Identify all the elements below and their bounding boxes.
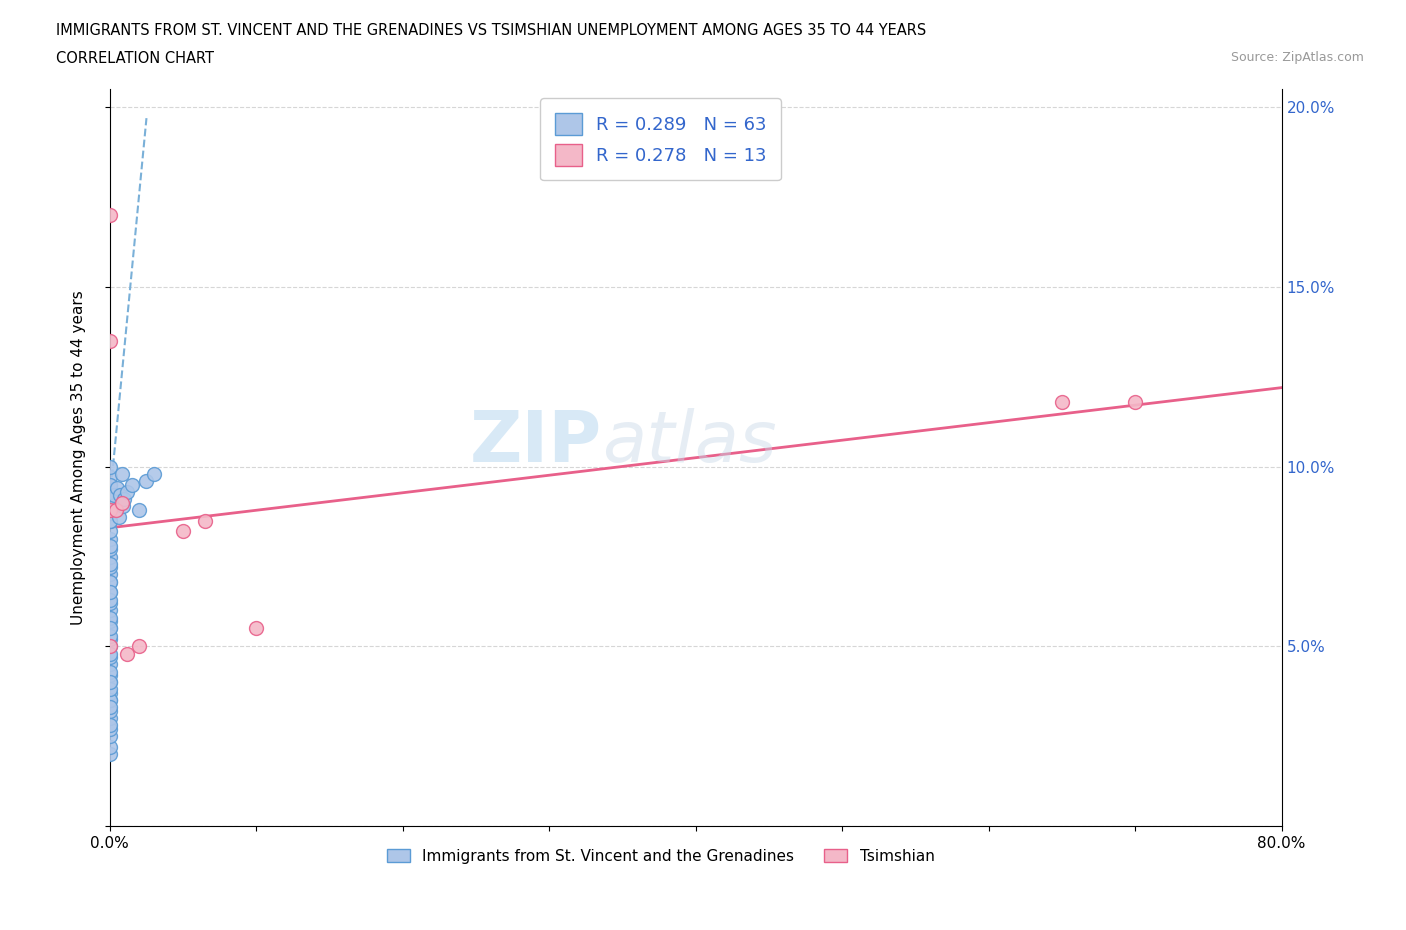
Point: [98, 334, 121, 349]
Point: [98, 639, 121, 654]
Point: [114, 492, 136, 507]
Point: [98, 603, 121, 618]
Point: [117, 646, 139, 661]
Point: [110, 467, 132, 482]
Point: [98, 459, 121, 474]
Point: [98, 729, 121, 744]
Point: [1050, 394, 1073, 409]
Point: [98, 542, 121, 557]
Point: [98, 668, 121, 683]
Point: [105, 481, 128, 496]
Point: [98, 664, 121, 679]
Text: atlas: atlas: [602, 408, 776, 477]
Point: [98, 506, 121, 521]
Point: [98, 614, 121, 629]
Point: [98, 747, 121, 762]
Point: [98, 574, 121, 589]
Point: [98, 485, 121, 499]
Point: [98, 556, 121, 571]
Point: [112, 498, 135, 513]
Point: [98, 718, 121, 733]
Point: [98, 722, 121, 737]
Point: [98, 646, 121, 661]
Text: IMMIGRANTS FROM ST. VINCENT AND THE GRENADINES VS TSIMSHIAN UNEMPLOYMENT AMONG A: IMMIGRANTS FROM ST. VINCENT AND THE GREN…: [56, 23, 927, 38]
Point: [135, 473, 157, 488]
Point: [98, 631, 121, 646]
Point: [98, 682, 121, 697]
Point: [98, 675, 121, 690]
Point: [98, 513, 121, 528]
Point: [245, 621, 267, 636]
Text: CORRELATION CHART: CORRELATION CHART: [56, 51, 214, 66]
Point: [128, 502, 150, 517]
Point: [172, 524, 194, 538]
Point: [117, 485, 139, 499]
Point: [98, 639, 121, 654]
Point: [98, 711, 121, 725]
Point: [98, 700, 121, 715]
Text: ZIP: ZIP: [470, 408, 602, 477]
Point: [98, 549, 121, 564]
Point: [98, 502, 121, 517]
Point: [98, 477, 121, 492]
Point: [98, 693, 121, 708]
Legend: Immigrants from St. Vincent and the Grenadines, Tsimshian: Immigrants from St. Vincent and the Gren…: [381, 843, 941, 870]
Point: [98, 574, 121, 589]
Point: [104, 502, 127, 517]
Point: [121, 477, 143, 492]
Point: [107, 510, 129, 525]
Point: [98, 704, 121, 719]
Text: Source: ZipAtlas.com: Source: ZipAtlas.com: [1230, 51, 1364, 64]
Point: [110, 495, 132, 510]
Point: [98, 207, 121, 222]
Point: [98, 621, 121, 636]
Point: [104, 502, 127, 517]
Point: [98, 675, 121, 690]
Point: [98, 470, 121, 485]
Point: [103, 488, 125, 503]
Point: [98, 693, 121, 708]
Y-axis label: Unemployment Among Ages 35 to 44 years: Unemployment Among Ages 35 to 44 years: [72, 290, 86, 625]
Point: [98, 739, 121, 754]
Point: [98, 538, 121, 553]
Point: [98, 596, 121, 611]
Point: [98, 531, 121, 546]
Point: [98, 495, 121, 510]
Point: [98, 477, 121, 492]
Point: [98, 610, 121, 625]
Point: [98, 585, 121, 600]
Point: [98, 513, 121, 528]
Point: [98, 621, 121, 636]
Point: [98, 650, 121, 665]
Point: [98, 560, 121, 575]
Point: [98, 592, 121, 607]
Point: [98, 628, 121, 643]
Point: [98, 585, 121, 600]
Point: [98, 657, 121, 671]
Point: [1123, 394, 1146, 409]
Point: [128, 639, 150, 654]
Point: [108, 488, 131, 503]
Point: [98, 685, 121, 700]
Point: [98, 524, 121, 538]
Point: [98, 567, 121, 582]
Point: [194, 513, 217, 528]
Point: [142, 467, 165, 482]
